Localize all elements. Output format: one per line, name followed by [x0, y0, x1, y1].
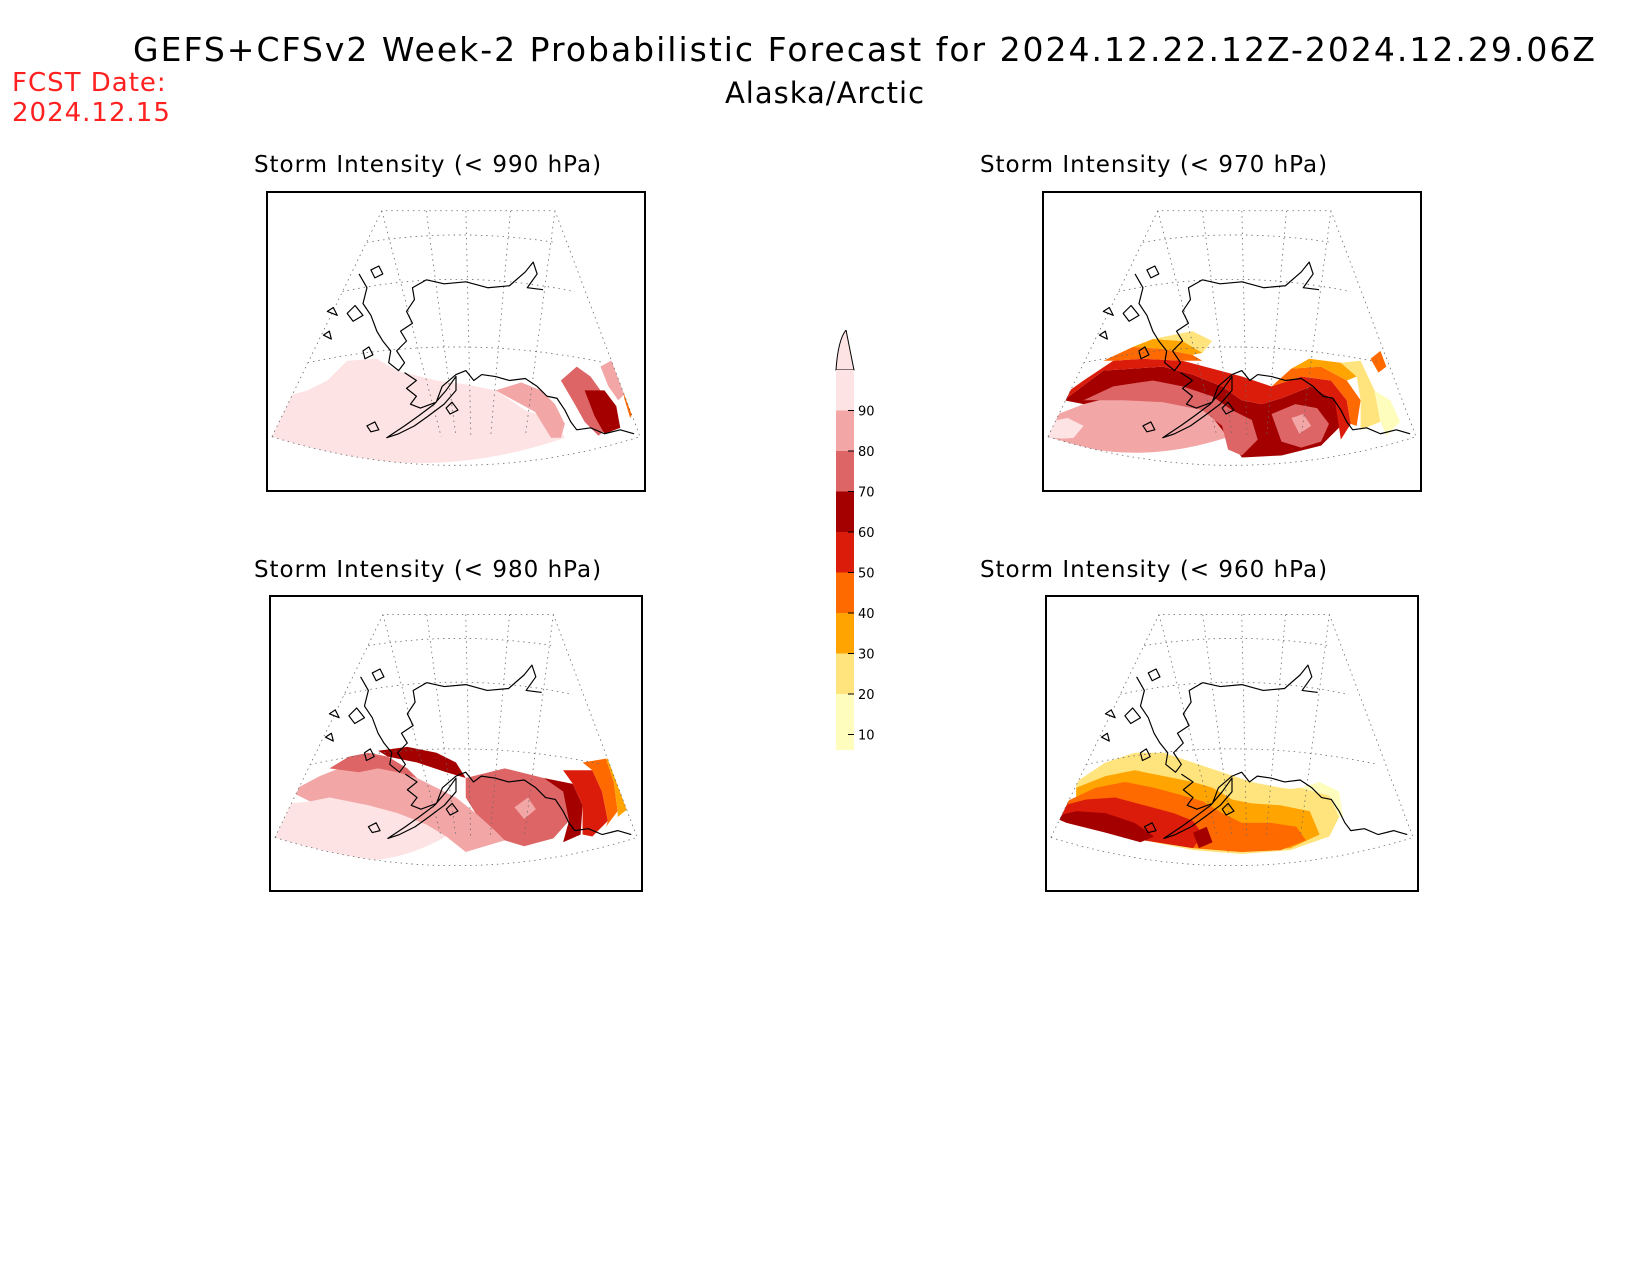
- colorbar-swatch: [836, 653, 854, 694]
- probability-patch: [563, 770, 608, 837]
- probability-colorbar: 90 80 70 60 50 40 30 20 10: [835, 330, 875, 750]
- colorbar-label: 10: [858, 729, 875, 744]
- alaska-coastline: [324, 664, 632, 839]
- panel-title-960: Storm Intensity (< 960 hPa): [979, 557, 1329, 583]
- colorbar-label: 30: [858, 648, 875, 663]
- probability-patch: [1291, 414, 1312, 434]
- panel-title-990: Storm Intensity (< 990 hPa): [253, 152, 603, 178]
- projection-boundary: [1050, 614, 1414, 867]
- map-panel-960: [1045, 595, 1419, 892]
- probability-patch: [274, 797, 447, 862]
- colorbar-label: 80: [858, 445, 875, 460]
- colorbar-swatch: [836, 532, 854, 573]
- colorbar-label: 60: [858, 526, 875, 541]
- colorbar-swatch: [836, 410, 854, 451]
- projection-boundary: [1047, 210, 1417, 466]
- region-subtitle: Alaska/Arctic: [724, 76, 926, 110]
- colorbar-swatch: [836, 491, 854, 532]
- colorbar-swatch: [836, 734, 854, 750]
- fcst-date-value: 2024.12.15: [12, 98, 171, 128]
- colorbar-swatch: [836, 451, 854, 492]
- main-title: GEFS+CFSv2 Week-2 Probabilistic Forecast…: [133, 30, 1597, 69]
- map-svg: [1047, 210, 1417, 466]
- colorbar-swatch: [836, 694, 854, 735]
- probability-patch: [329, 752, 569, 847]
- alaska-coastline: [1098, 261, 1411, 439]
- panel-title-970: Storm Intensity (< 970 hPa): [979, 152, 1329, 178]
- probability-patch: [1047, 417, 1084, 439]
- alaska-coastline: [1100, 664, 1408, 839]
- colorbar-top-extension: [835, 330, 855, 371]
- probability-patch: [1055, 358, 1351, 440]
- probability-patch: [618, 354, 639, 418]
- map-svg: [271, 210, 641, 466]
- fcst-date-label: FCST Date:: [12, 68, 167, 98]
- probability-patch: [584, 390, 621, 434]
- probability-patch: [271, 358, 565, 464]
- probability-patch: [582, 758, 618, 827]
- probability-patch: [1374, 390, 1401, 436]
- probability-patch: [1271, 366, 1361, 426]
- probability-patch: [1370, 350, 1387, 373]
- probability-patch: [605, 756, 628, 817]
- probability-patch: [495, 382, 565, 438]
- colorbar-label: 50: [858, 567, 875, 582]
- map-panel-980: [269, 595, 643, 892]
- colorbar-swatch: [836, 572, 854, 613]
- probability-patch: [1212, 826, 1242, 853]
- probability-patch: [1193, 826, 1213, 849]
- probability-patch: [514, 797, 536, 819]
- colorbar-label: 70: [858, 486, 875, 501]
- colorbar-label: 40: [858, 607, 875, 622]
- map-panel-970: [1042, 191, 1422, 492]
- colorbar-label: 20: [858, 688, 875, 703]
- alaska-coastline: [322, 261, 635, 439]
- colorbar-swatch: [836, 370, 854, 411]
- colorbar-swatch: [836, 613, 854, 654]
- probability-patch: [1300, 781, 1343, 817]
- map-svg: [274, 614, 638, 867]
- projection-boundary: [274, 614, 638, 867]
- probability-patch: [602, 737, 622, 761]
- colorbar-label: 90: [858, 405, 875, 420]
- probability-patch: [1052, 811, 1155, 843]
- probability-patch: [1270, 787, 1340, 837]
- map-panel-990: [266, 191, 646, 492]
- map-svg: [1050, 614, 1414, 867]
- probability-patch: [378, 746, 583, 843]
- probability-patch: [290, 758, 505, 853]
- panel-title-980: Storm Intensity (< 980 hPa): [253, 557, 603, 583]
- projection-boundary: [271, 210, 641, 466]
- probability-patch: [1133, 339, 1357, 381]
